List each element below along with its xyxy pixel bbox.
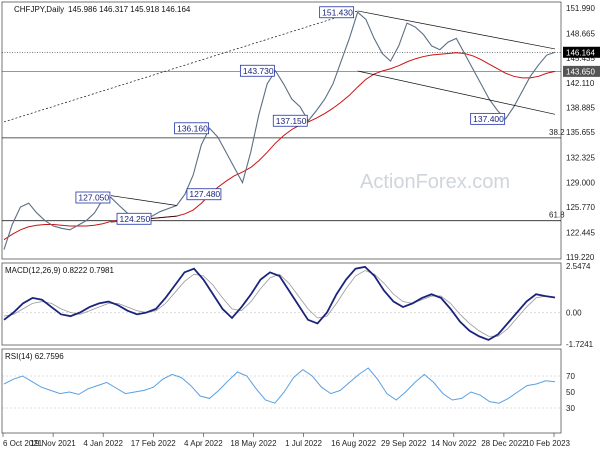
annotation-label-3: 137.400 [473,114,504,124]
annotation-label-5: 127.480 [189,189,220,199]
date-tick-label-10: 28 Dec 2022 [481,439,527,448]
date-tick-label-0: 6 Oct 2021 [3,439,43,448]
price-level-tag-0 [563,46,600,58]
price-overlays [3,10,556,223]
date-tick-label-9: 14 Nov 2022 [431,439,477,448]
annotation-box-6 [75,191,111,204]
annotation-label-2: 137.150 [276,116,307,126]
annotation-box-2 [272,114,308,127]
rsi-title: RSI(14) 62.7596 [5,352,64,361]
annotation-box-0 [319,6,355,19]
date-tick-label-3: 17 Feb 2022 [131,439,176,448]
date-tick-label-5: 18 May 2022 [230,439,277,448]
price-series [3,11,556,250]
price-level-value-0: 146.164 [566,48,595,57]
price-y-tick-9: 122.445 [566,228,595,237]
price-y-tick-3: 142.110 [566,79,595,88]
annotation-label-6: 127.050 [78,193,109,203]
rsi-y-tick-0: 70 [566,372,575,381]
rsi-y-tick-1: 50 [566,388,575,397]
annotation-label-7: 124.250 [120,214,151,224]
annotation-box-7 [116,212,152,225]
price-y-tick-5: 135.655 [566,128,595,137]
rsi-line [3,367,556,404]
channel-lower-line [357,70,556,115]
annotation-box-3 [470,112,506,125]
channel-upper-line [357,10,556,50]
dotted-trendline [3,10,358,123]
price-level-tag-1 [563,65,600,77]
retracement-label-0: 38.2 [549,128,565,137]
macd-y-tick-0: 2.5474 [566,262,591,271]
date-tick-label-4: 4 Apr 2022 [184,439,223,448]
macd-title: MACD(12,26,9) 0.8222 0.7981 [5,266,115,275]
rsi-y-tick-2: 30 [566,404,575,413]
price-panel-frame [1,1,562,260]
retracement-label-1: 61.8 [549,211,565,220]
annotation-box-5 [186,188,222,201]
annotation-label-0: 151.430 [322,7,353,17]
rsi-series [2,367,561,409]
watermark: ActionForex.com [360,171,510,193]
annotation-label-1: 143.730 [243,66,274,76]
macd-series [2,265,561,341]
date-tick-label-7: 16 Aug 2022 [331,439,376,448]
price-title-ohlc: 145.986 146.317 145.918 146.164 [68,5,191,14]
price-y-tick-2: 145.435 [566,54,595,63]
price-title-symbol: CHFJPY,Daily [14,5,64,14]
price-y-tick-10: 119.220 [566,253,595,262]
annotation-label-4: 136.160 [177,123,208,133]
date-tick-label-1: 19 Nov 2021 [30,439,76,448]
price-y-tick-1: 148.665 [566,29,595,38]
price-y-tick-6: 132.325 [566,153,595,162]
price-y-tick-7: 129.000 [566,179,595,188]
annotation-box-4 [174,122,209,135]
price-level-value-1: 143.650 [566,67,595,76]
macd-axis: 2.5474 0.00 -1.7241 [566,262,594,349]
date-tick-label-8: 29 Sep 2022 [381,439,427,448]
price-y-tick-4: 138.885 [566,104,595,113]
macd-panel-frame [1,262,562,346]
annotation-box-1 [239,64,275,77]
price-title: CHFJPY,Daily 145.986 146.317 145.918 146… [14,5,191,14]
price-line [3,11,556,250]
price-y-tick-8: 125.770 [566,203,595,212]
macd-y-tick-1: 0.00 [566,309,582,318]
rsi-axis: 70 50 30 [566,372,575,413]
price-y-tick-0: 151.990 [566,4,595,13]
date-tick-label-6: 1 Jul 2022 [285,439,322,448]
triangle-upper-line [110,195,177,206]
price-annotations: 151.430 143.730 137.150 137.400 136.160 127.4… [75,6,506,225]
rsi-panel-frame [1,348,562,434]
moving-average-line [3,52,556,241]
date-tick-label-2: 4 Jan 2022 [83,439,123,448]
macd-y-tick-2: -1.7241 [566,340,594,349]
macd-signal-line [3,270,556,337]
date-tick-label-11: 10 Feb 2023 [525,439,570,448]
price-axis: 151.990 148.665 145.435 142.110 138.885 135.6… [563,4,600,262]
macd-line [3,265,556,341]
